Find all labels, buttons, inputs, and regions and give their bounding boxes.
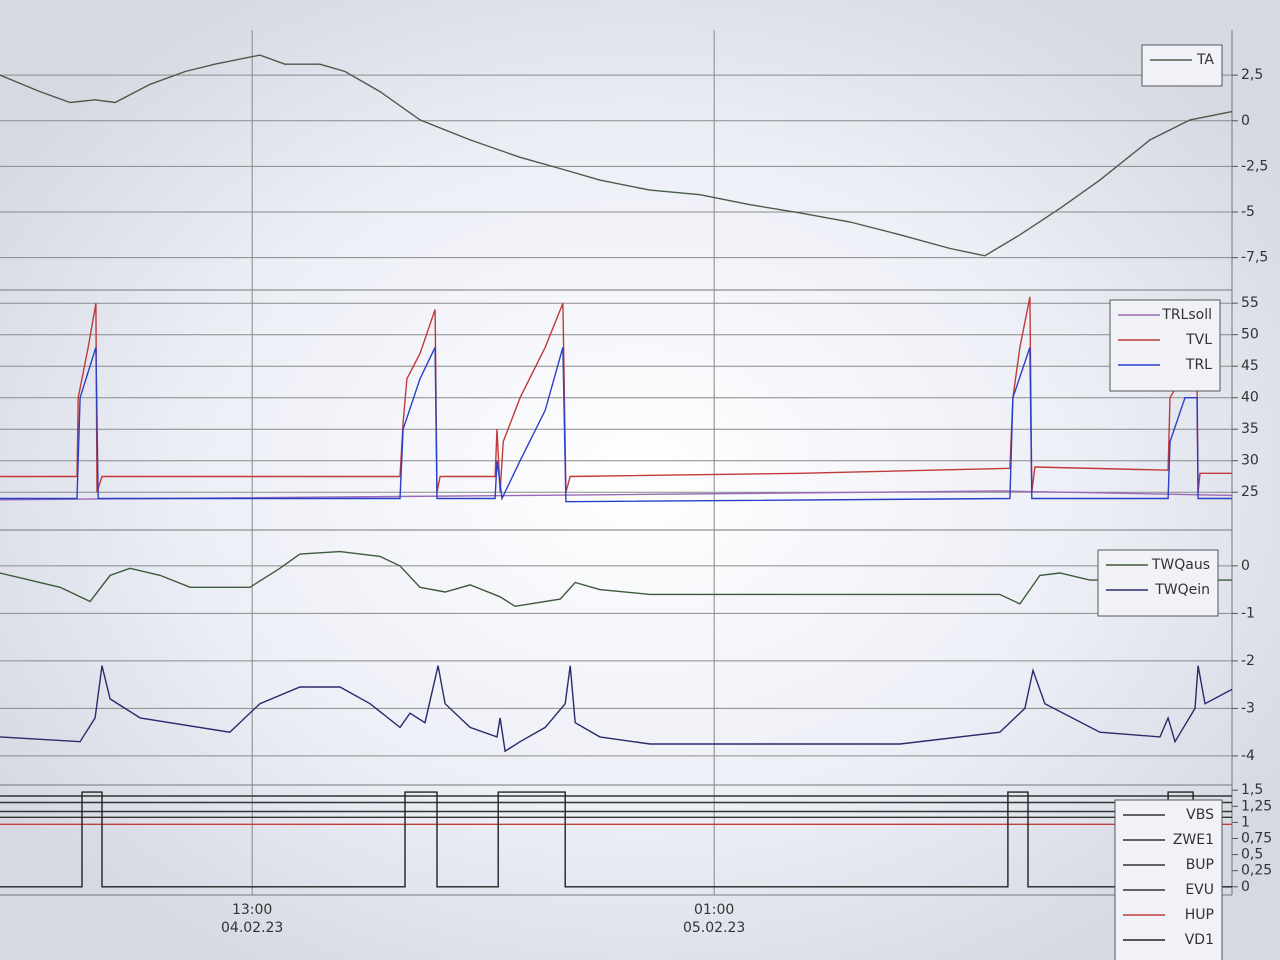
y-tick-label: -5	[1241, 204, 1255, 220]
y-tick-label: -4	[1241, 748, 1255, 764]
legend-label: TWQein	[1154, 582, 1210, 598]
legend-box	[1141, 44, 1223, 87]
y-tick-label: 1,5	[1241, 782, 1263, 798]
y-tick-label: 0	[1241, 879, 1250, 895]
legend-label: TWQaus	[1151, 557, 1210, 573]
series-line	[0, 296, 1232, 493]
legend-label: TVL	[1185, 332, 1212, 348]
y-tick-label: 1,25	[1241, 798, 1272, 814]
legend-label: ZWE1	[1173, 832, 1214, 848]
legend-box	[1114, 799, 1223, 960]
legend-label: VD1	[1185, 932, 1214, 948]
y-tick-label: 0,75	[1241, 831, 1272, 847]
y-tick-label: 35	[1241, 421, 1259, 437]
y-tick-label: 55	[1241, 295, 1259, 311]
y-tick-label: 25	[1241, 484, 1259, 500]
legend-label: BUP	[1186, 857, 1214, 873]
legend-label: HUP	[1185, 907, 1214, 923]
series-line	[0, 346, 1232, 503]
y-tick-label: 0	[1241, 113, 1250, 129]
y-tick-label: 40	[1241, 390, 1259, 406]
series-line	[0, 665, 1233, 753]
x-tick-label: 13:00	[232, 902, 272, 918]
y-tick-label: 50	[1241, 327, 1259, 343]
y-tick-label: -1	[1241, 605, 1255, 621]
y-tick-label: -2,5	[1241, 158, 1268, 174]
y-tick-label: -7,5	[1241, 250, 1268, 266]
y-tick-label: 30	[1241, 453, 1259, 469]
series-line	[0, 550, 1232, 608]
y-tick-label: 0,5	[1241, 847, 1263, 863]
y-tick-label: 0	[1241, 558, 1250, 574]
series-line	[0, 490, 1233, 501]
legend-box	[1097, 549, 1219, 617]
y-tick-label: 45	[1241, 358, 1259, 374]
y-tick-label: 0,25	[1241, 863, 1272, 879]
legend-label: EVU	[1185, 882, 1214, 898]
x-tick-date: 04.02.23	[221, 920, 283, 936]
panel-frames	[0, 30, 1233, 896]
y-tick-label: 1	[1241, 814, 1250, 830]
legend-label: TA	[1196, 52, 1214, 68]
y-tick-label: 2,5	[1241, 67, 1263, 83]
legend-label: TRLsoll	[1161, 307, 1212, 323]
y-tick-label: -2	[1241, 653, 1255, 669]
series-line	[0, 54, 1233, 257]
x-tick-label: 01:00	[694, 902, 734, 918]
x-tick-date: 05.02.23	[683, 920, 745, 936]
legend-label: TRL	[1185, 357, 1212, 373]
legend-label: VBS	[1186, 807, 1214, 823]
y-tick-label: -3	[1241, 700, 1255, 716]
